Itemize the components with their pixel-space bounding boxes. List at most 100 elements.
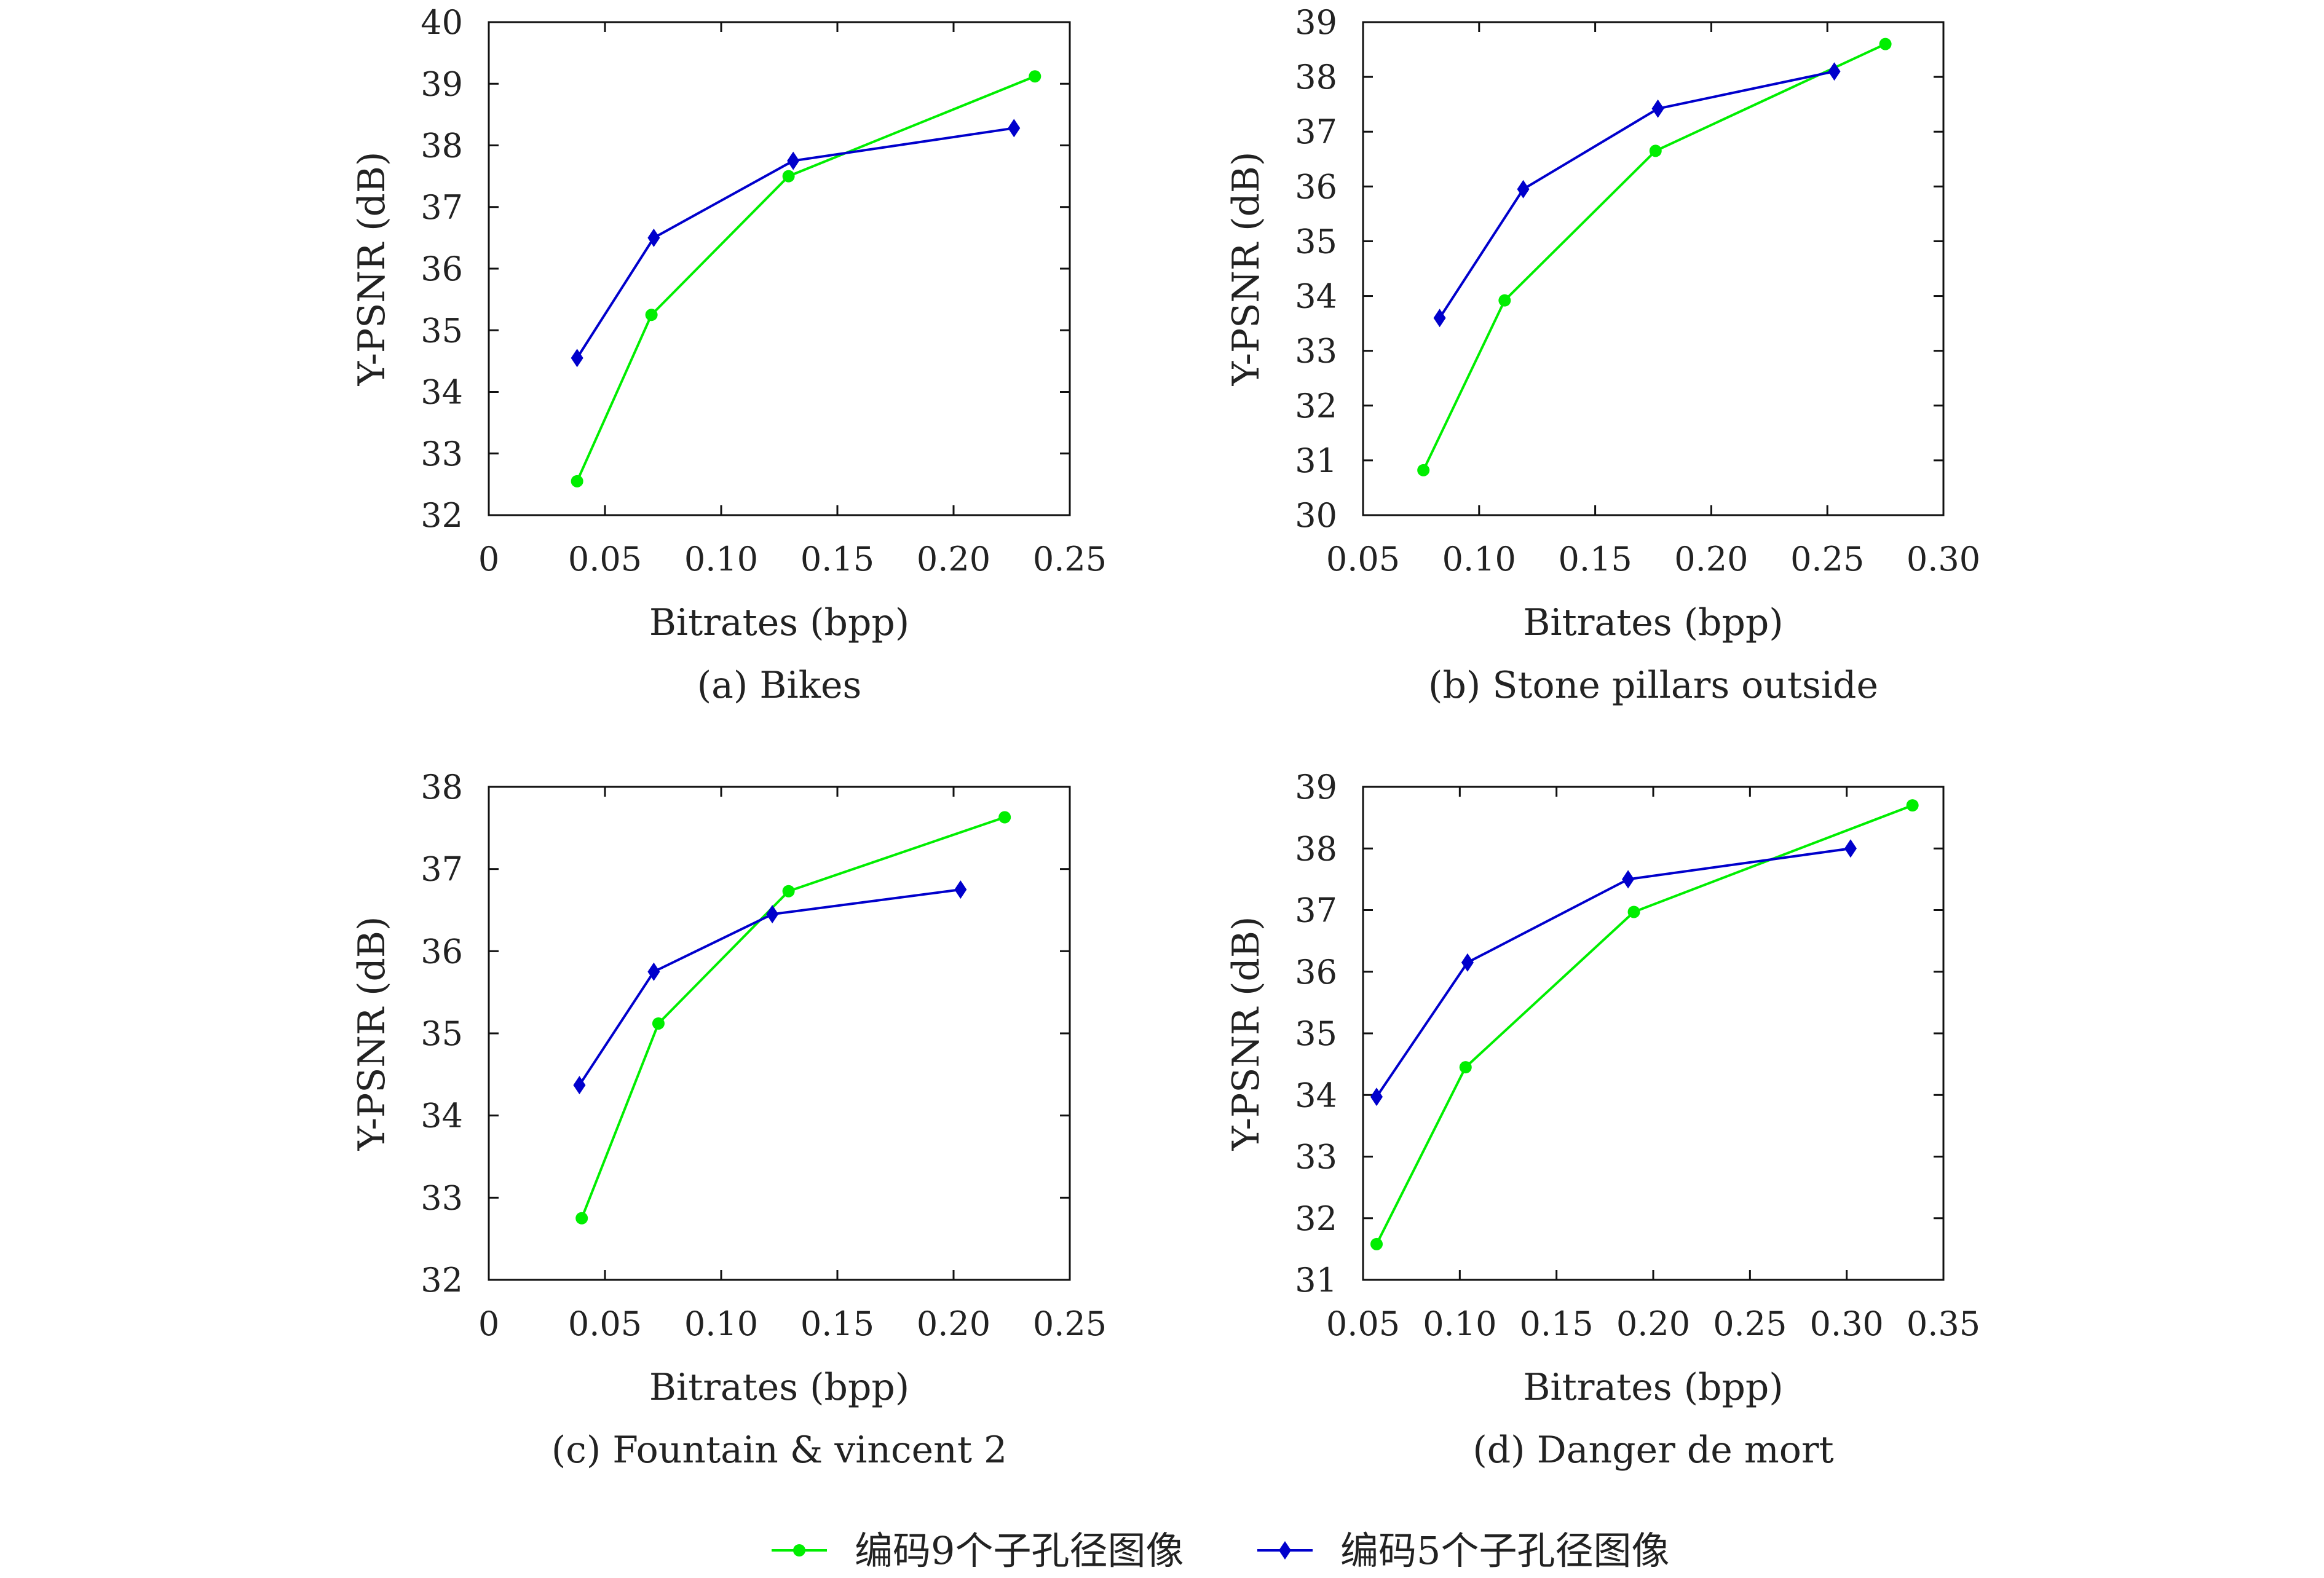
y-tick-label-c: 38	[421, 768, 463, 807]
x-tick-label-b: 0.15	[1558, 540, 1632, 578]
y-tick-label-c: 33	[421, 1178, 463, 1217]
series-line-c-2	[578, 888, 961, 1086]
y-tick-label-b: 33	[1295, 332, 1337, 371]
chart-d: 0.05 0.10 0.15 0.20 0.25 0.30 0.35 31 32 33 34 35 36…	[1225, 768, 1980, 1472]
data-point-d-2	[1844, 839, 1857, 858]
x-tick-label-a: 0.05	[568, 540, 642, 578]
data-point-d-2	[1622, 870, 1635, 889]
x-tick-label-a: 0.20	[917, 540, 990, 578]
x-tick-label-a: 0.10	[684, 540, 758, 578]
legend-marker-2	[1279, 1541, 1291, 1560]
series-line-b-1	[1422, 42, 1886, 471]
series-line-d-1	[1375, 804, 1913, 1245]
data-point-c-2	[647, 962, 660, 981]
x-tick-label-d: 0.30	[1810, 1304, 1884, 1343]
x-tick-label-a: 0.15	[800, 540, 874, 578]
data-point-b-2	[1828, 62, 1841, 81]
data-point-d-1	[1459, 1061, 1472, 1074]
y-tick-label-d: 36	[1295, 953, 1337, 992]
y-tick-label-b: 32	[1295, 387, 1337, 425]
plot-frame-d	[1362, 786, 1945, 1281]
y-tick-label-b: 37	[1295, 112, 1337, 151]
x-axis-label-a: Bitrates (bpp)	[649, 601, 909, 644]
y-tick-label-a: 32	[421, 496, 463, 535]
x-tick-label-d: 0.10	[1423, 1304, 1496, 1343]
y-axis-label-b: Y-PSNR (dB)	[1225, 152, 1268, 387]
data-point-b-2	[1651, 99, 1664, 118]
legend-label-1: 编码9个子孔径图像	[855, 1528, 1184, 1573]
y-tick-label-b: 36	[1295, 167, 1337, 206]
x-tick-label-c: 0.05	[568, 1304, 642, 1343]
series-line-a-2	[575, 127, 1014, 359]
y-axis-label-d: Y-PSNR (dB)	[1225, 917, 1268, 1151]
x-axis-label-c: Bitrates (bpp)	[649, 1366, 909, 1409]
chart-caption-a: (a) Bikes	[697, 664, 862, 707]
legend: 编码9个子孔径图像 编码5个子孔径图像	[772, 1528, 1669, 1573]
data-point-a-2	[647, 228, 660, 247]
legend-label-2: 编码5个子孔径图像	[1340, 1528, 1669, 1573]
data-point-d-2	[1461, 953, 1474, 972]
y-tick-label-b: 30	[1295, 496, 1337, 535]
y-tick-label-d: 38	[1295, 829, 1337, 868]
x-tick-label-b: 0.20	[1674, 540, 1748, 578]
data-point-c-1	[652, 1017, 665, 1030]
y-tick-label-d: 33	[1295, 1138, 1337, 1177]
data-point-a-1	[645, 309, 658, 322]
data-point-c-2	[573, 1076, 586, 1095]
y-tick-label-c: 37	[421, 850, 463, 889]
y-tick-label-d: 32	[1295, 1199, 1337, 1238]
data-point-c-1	[998, 811, 1011, 824]
series-line-b-2	[1438, 70, 1835, 319]
x-tick-label-b: 0.25	[1790, 540, 1864, 578]
plot-frame-b	[1362, 21, 1945, 516]
y-tick-label-a: 38	[421, 127, 463, 165]
y-tick-label-a: 33	[421, 435, 463, 473]
x-tick-label-c: 0.15	[800, 1304, 874, 1343]
y-tick-label-b: 38	[1295, 58, 1337, 97]
data-point-b-1	[1649, 144, 1662, 157]
x-axis-label-d: Bitrates (bpp)	[1523, 1366, 1783, 1409]
data-point-c-2	[954, 880, 967, 899]
legend-marker-1	[793, 1544, 805, 1556]
data-point-a-2	[1008, 119, 1021, 138]
data-point-a-1	[571, 475, 583, 487]
y-tick-label-a: 35	[421, 311, 463, 350]
y-tick-label-a: 34	[421, 373, 463, 412]
chart-a: 0 0.05 0.10 0.15 0.20 0.25 32 33 34 35 36 37 38 39 40 B…	[350, 3, 1107, 707]
y-tick-label-c: 34	[421, 1097, 463, 1135]
y-tick-label-d: 34	[1295, 1076, 1337, 1114]
x-tick-label-d: 0.15	[1520, 1304, 1594, 1343]
y-tick-label-c: 32	[421, 1261, 463, 1300]
x-tick-label-c: 0.20	[917, 1304, 990, 1343]
x-tick-label-b: 0.10	[1442, 540, 1516, 578]
y-tick-label-b: 31	[1295, 441, 1337, 480]
data-point-b-1	[1498, 294, 1511, 307]
y-tick-label-d: 39	[1295, 768, 1337, 807]
data-point-a-2	[787, 151, 800, 170]
plot-frame-c	[488, 786, 1071, 1281]
x-tick-label-a: 0.25	[1033, 540, 1107, 578]
x-tick-label-c: 0.10	[684, 1304, 758, 1343]
data-point-b-1	[1879, 37, 1892, 50]
series-line-d-2	[1375, 847, 1851, 1098]
data-point-b-2	[1517, 179, 1530, 199]
data-point-b-2	[1433, 309, 1446, 328]
y-tick-label-d: 31	[1295, 1261, 1337, 1300]
y-tick-label-b: 35	[1295, 222, 1337, 261]
y-axis-label-c: Y-PSNR (dB)	[350, 917, 393, 1151]
x-tick-label-d: 0.20	[1616, 1304, 1690, 1343]
x-tick-label-b: 0.05	[1326, 540, 1400, 578]
y-tick-label-a: 40	[421, 3, 463, 42]
series-line-a-1	[575, 75, 1036, 482]
y-tick-label-b: 39	[1295, 3, 1337, 42]
chart-c: 0 0.05 0.10 0.15 0.20 0.25 32 33 34 35 36 37 38 Bitra…	[350, 768, 1107, 1472]
data-point-a-1	[1029, 70, 1041, 83]
x-tick-label-c: 0.25	[1033, 1304, 1107, 1343]
chart-caption-c: (c) Fountain & vincent 2	[551, 1429, 1007, 1472]
y-tick-label-c: 36	[421, 932, 463, 971]
series-line-c-1	[580, 816, 1005, 1219]
data-point-d-1	[1906, 799, 1919, 812]
chart-caption-b: (b) Stone pillars outside	[1428, 664, 1878, 707]
chart-b: 0.05 0.10 0.15 0.20 0.25 0.30 30 31 32 33 34 35 36 37…	[1225, 3, 1980, 707]
